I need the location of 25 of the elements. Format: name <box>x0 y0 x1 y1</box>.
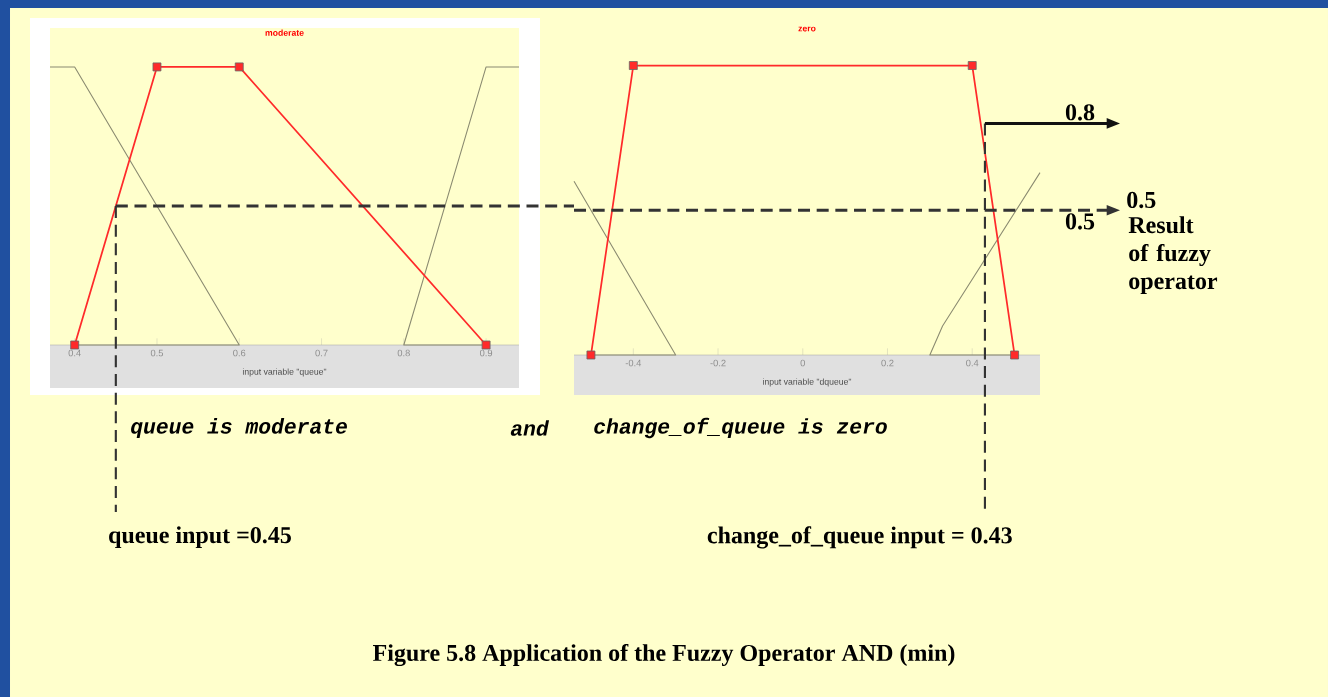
chart-title: zero <box>798 26 816 32</box>
x-tick-label: -0.4 <box>625 359 642 367</box>
text: 0.5 <box>1127 191 1156 209</box>
x-axis-title: input variable "dqueue" <box>763 378 852 387</box>
x-tick-label: 0.7 <box>315 349 328 357</box>
x-tick-label: 0.4 <box>966 359 979 367</box>
chart-title: moderate <box>265 29 304 36</box>
ref-line-label: 0.5 <box>1065 213 1095 230</box>
x-tick-label: 0 <box>800 359 805 367</box>
text: queue is moderate <box>131 418 347 438</box>
x-tick-label: 0.2 <box>881 359 894 367</box>
x-tick-label: 0.5 <box>150 349 164 357</box>
x-axis-title: input variable "queue" <box>242 368 327 377</box>
x-tick-label: 0.6 <box>233 349 246 357</box>
ref-line-label: change_of_queue input = 0.43 <box>707 526 1012 549</box>
x-tick-label: 0.9 <box>479 349 493 357</box>
text: and <box>510 420 550 436</box>
x-tick-label: 0.8 <box>397 349 410 357</box>
x-tick-label: -0.2 <box>710 359 726 367</box>
ref-line-label: queue input =0.45 <box>109 526 291 549</box>
x-tick-label: 0.4 <box>68 349 81 357</box>
text: Result of fuzzy operator <box>1128 216 1218 295</box>
ref-line-label: 0.8 <box>1065 104 1095 121</box>
text: change_of_queue is zero <box>594 417 887 439</box>
caption: Figure 5.8 Application of the Fuzzy Operator AND (min) <box>373 643 955 667</box>
